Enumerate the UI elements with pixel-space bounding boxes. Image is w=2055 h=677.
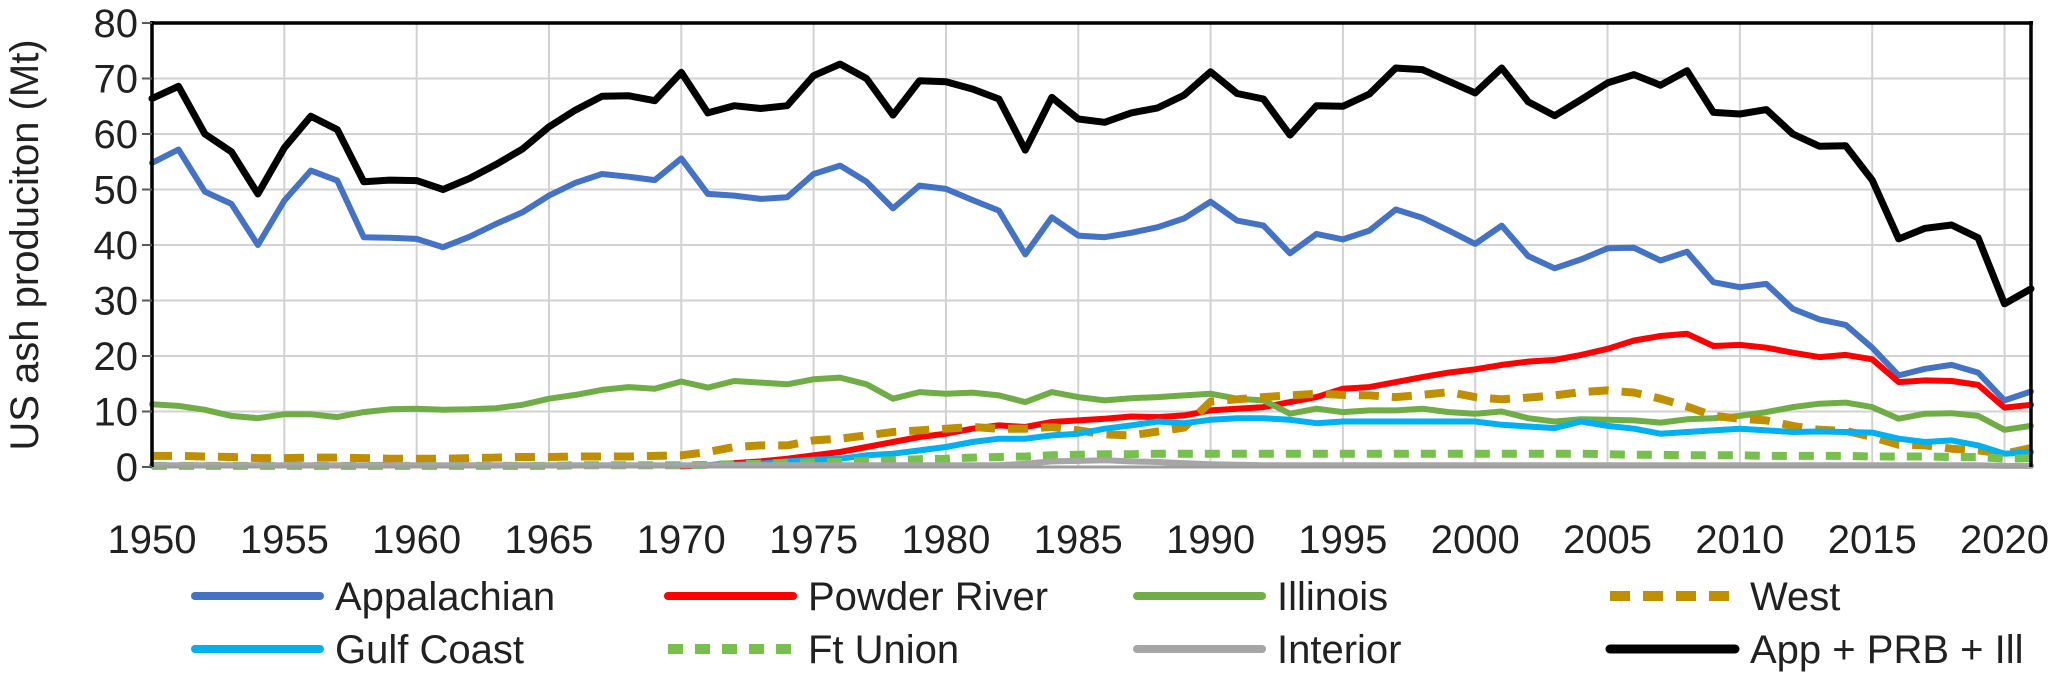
plot-frame bbox=[150, 21, 2033, 469]
x-tick-label-2000: 2000 bbox=[1431, 518, 1520, 562]
legend-item-app-prb-ill: App + PRB + Ill bbox=[1605, 628, 2023, 672]
y-tick-label-10: 10 bbox=[94, 391, 139, 435]
y-tick-label-60: 60 bbox=[94, 113, 139, 157]
legend-label-illinois: Illinois bbox=[1277, 575, 1388, 619]
line-powder-river bbox=[678, 330, 2034, 470]
line-app-prb-ill bbox=[148, 60, 2035, 308]
x-tick-label-2005: 2005 bbox=[1563, 518, 1652, 562]
x-tick-label-1985: 1985 bbox=[1034, 518, 1123, 562]
legend-label-interior: Interior bbox=[1277, 628, 1402, 672]
y-tick-label-50: 50 bbox=[94, 169, 139, 213]
line-appalachian bbox=[149, 146, 2034, 404]
legend-item-illinois: Illinois bbox=[1133, 575, 1388, 619]
line-interior bbox=[149, 457, 2034, 469]
data-series bbox=[148, 60, 2035, 470]
legend-label-ft-union: Ft Union bbox=[808, 628, 959, 672]
axis-tick-labels: 0 10 20 30 40 50 60 70 80 1950 1955 1960 1965 1970 197… bbox=[94, 2, 2050, 562]
legend-item-appalachian: Appalachian bbox=[191, 575, 555, 619]
y-axis-title: US ash produciton (Mt) bbox=[3, 39, 47, 450]
legend-item-powder-river: Powder River bbox=[664, 575, 1048, 619]
legend-item-interior: Interior bbox=[1133, 628, 1402, 672]
x-tick-label-2015: 2015 bbox=[1828, 518, 1917, 562]
y-tick-label-40: 40 bbox=[94, 224, 139, 268]
x-tick-label-1990: 1990 bbox=[1166, 518, 1255, 562]
x-tick-label-1970: 1970 bbox=[637, 518, 726, 562]
x-tick-label-1965: 1965 bbox=[504, 518, 593, 562]
legend-label-west: West bbox=[1750, 575, 1840, 619]
legend-item-gulf-coast: Gulf Coast bbox=[191, 628, 524, 672]
y-tick-label-70: 70 bbox=[94, 58, 139, 102]
x-tick-label-1955: 1955 bbox=[240, 518, 329, 562]
y-tick-label-80: 80 bbox=[94, 2, 139, 46]
legend-label-gulf-coast: Gulf Coast bbox=[335, 628, 524, 672]
x-tick-label-1950: 1950 bbox=[108, 518, 197, 562]
x-tick-label-1995: 1995 bbox=[1298, 518, 1387, 562]
x-tick-label-1975: 1975 bbox=[769, 518, 858, 562]
legend: Appalachian Powder River Illinois West Gulf … bbox=[191, 575, 2023, 672]
gridlines bbox=[152, 23, 2031, 467]
x-tick-label-1980: 1980 bbox=[901, 518, 990, 562]
legend-label-appalachian: Appalachian bbox=[335, 575, 555, 619]
line-gulf-coast bbox=[704, 415, 2034, 469]
x-tick-label-2010: 2010 bbox=[1695, 518, 1784, 562]
legend-label-powder-river: Powder River bbox=[808, 575, 1048, 619]
x-tick-label-1960: 1960 bbox=[372, 518, 461, 562]
legend-item-ft-union: Ft Union bbox=[668, 628, 959, 672]
x-tick-label-2020: 2020 bbox=[1960, 518, 2049, 562]
y-tick-label-20: 20 bbox=[94, 335, 139, 379]
y-tick-label-0: 0 bbox=[116, 446, 138, 490]
line-ft-union bbox=[152, 449, 2032, 470]
y-tick-label-30: 30 bbox=[94, 280, 139, 324]
legend-item-west: West bbox=[1610, 575, 1840, 619]
legend-label-app-prb-ill: App + PRB + Ill bbox=[1750, 628, 2023, 672]
